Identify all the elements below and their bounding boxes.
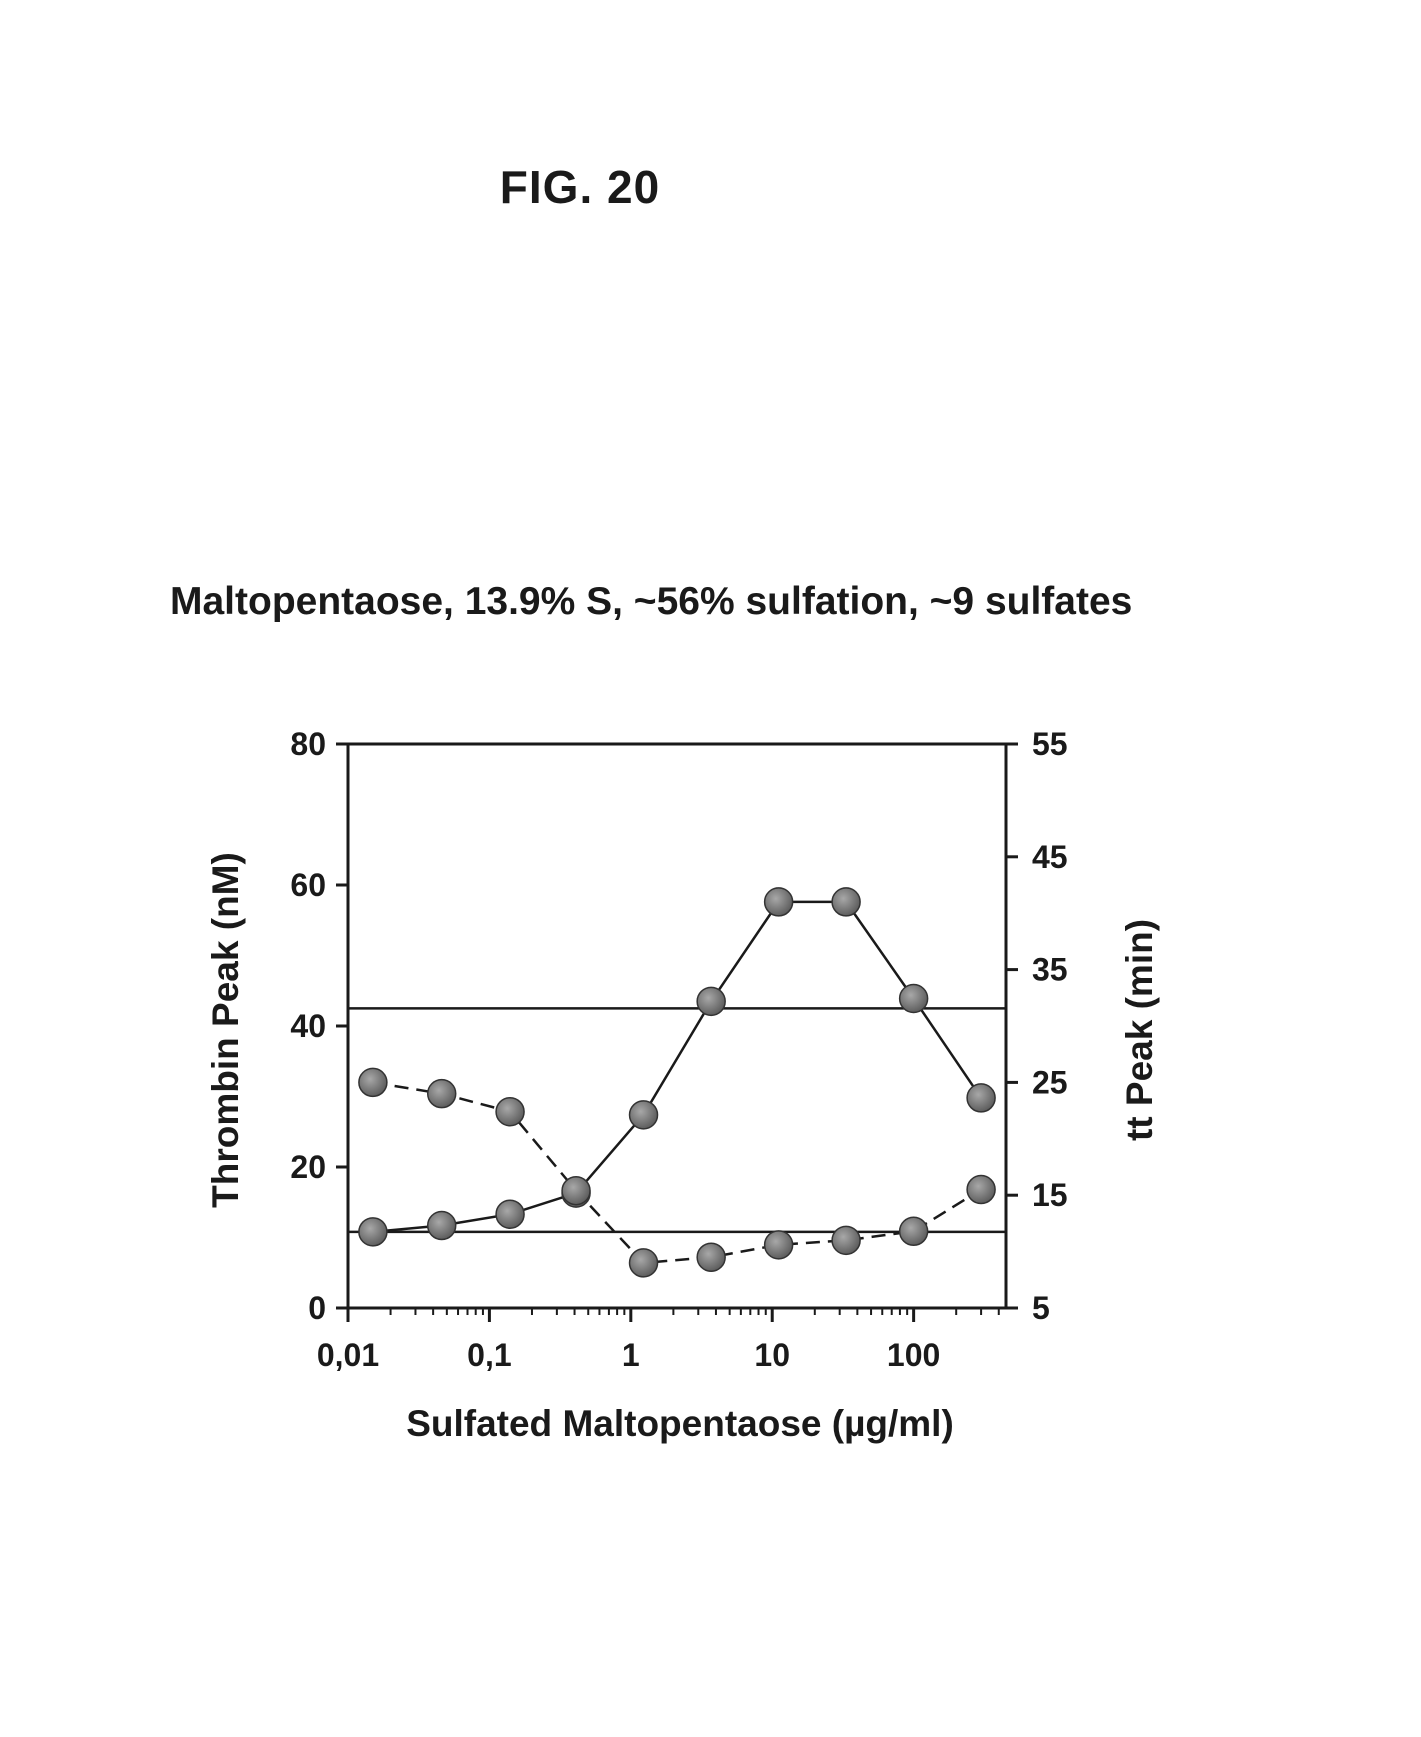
- right-axis-title: tt Peak (min): [1119, 919, 1160, 1141]
- right-y-tick-label: 35: [1032, 952, 1068, 988]
- series-2-point: [359, 1068, 387, 1096]
- series-2-point: [428, 1080, 456, 1108]
- series-2-line: [373, 1082, 981, 1263]
- right-y-tick-label: 15: [1032, 1177, 1068, 1213]
- x-tick-label: 1: [622, 1337, 640, 1373]
- series-2-point: [900, 1217, 928, 1245]
- series-2-point: [562, 1177, 590, 1205]
- series-1-point: [900, 985, 928, 1013]
- series-1-line: [373, 902, 981, 1232]
- x-axis-title: Sulfated Maltopentaose (µg/ml): [406, 1403, 954, 1444]
- left-y-tick-label: 80: [290, 726, 326, 762]
- series-2-point: [697, 1243, 725, 1271]
- series-1-point: [832, 888, 860, 916]
- series-1-point: [697, 987, 725, 1015]
- axis-ticks: 0,01 0,1 1 10 100 0 20 40 60 80 5 15 25 35 45 55: [290, 726, 1067, 1373]
- series-1-point: [359, 1218, 387, 1246]
- series-1-point: [765, 888, 793, 916]
- left-y-tick-label: 20: [290, 1149, 326, 1185]
- left-y-tick-label: 0: [308, 1290, 326, 1326]
- data-markers: [359, 888, 995, 1277]
- right-y-tick-label: 5: [1032, 1290, 1050, 1326]
- series-2-point: [496, 1098, 524, 1126]
- series-2-point: [832, 1226, 860, 1254]
- left-axis-title: Thrombin Peak (nM): [205, 852, 246, 1208]
- right-y-tick-label: 55: [1032, 726, 1068, 762]
- reference-lines: [348, 1008, 1006, 1231]
- x-tick-label: 0,1: [467, 1337, 511, 1373]
- series-1-point: [967, 1084, 995, 1112]
- x-tick-label: 0,01: [317, 1337, 379, 1373]
- right-y-tick-label: 45: [1032, 839, 1068, 875]
- series-lines: [373, 902, 981, 1263]
- series-2-point: [630, 1249, 658, 1277]
- series-1-point: [496, 1200, 524, 1228]
- series-1-point: [428, 1212, 456, 1240]
- right-y-tick-label: 25: [1032, 1064, 1068, 1100]
- x-tick-label: 100: [887, 1337, 940, 1373]
- series-1-point: [630, 1101, 658, 1129]
- series-2-point: [765, 1231, 793, 1259]
- left-y-tick-label: 40: [290, 1008, 326, 1044]
- x-tick-label: 10: [754, 1337, 790, 1373]
- series-2-point: [967, 1176, 995, 1204]
- left-y-tick-label: 60: [290, 867, 326, 903]
